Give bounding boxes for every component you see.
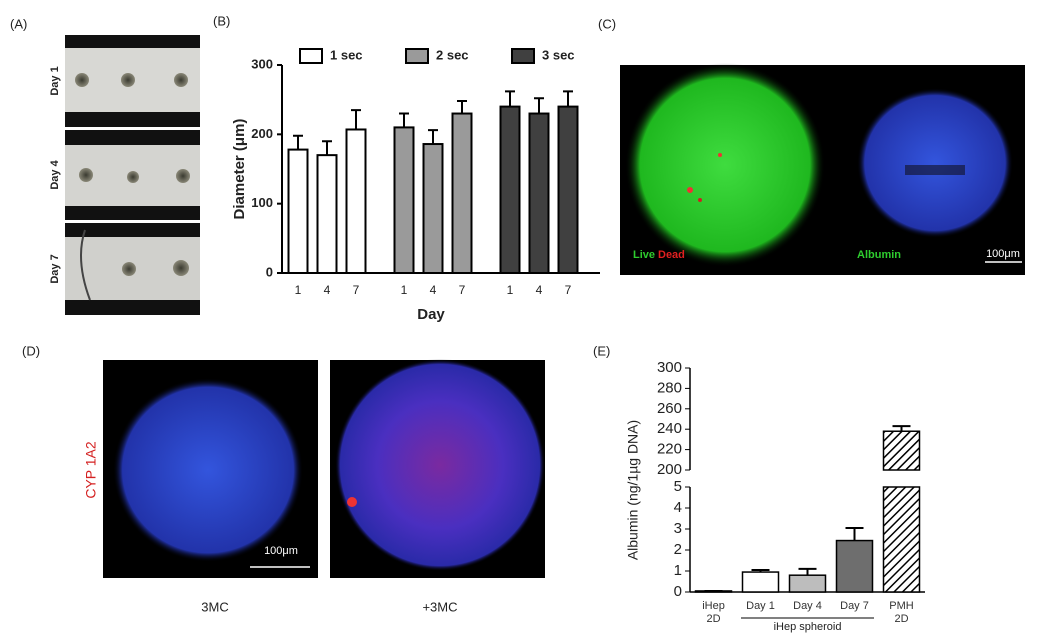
bar: [499, 105, 521, 274]
x-tick-label: 4: [430, 283, 437, 297]
error-bar: [428, 129, 438, 145]
scale-bar-label: 100μm: [986, 248, 1020, 260]
legend-label: 2 sec: [436, 47, 469, 62]
y-axis-label: Diameter (μm): [231, 119, 248, 220]
error-bar: [457, 100, 467, 114]
bar: [451, 112, 473, 274]
bar: [557, 105, 579, 274]
bar: [741, 571, 780, 593]
bar: [835, 539, 874, 593]
x-tick-label: Day 4: [793, 600, 822, 612]
bar: [422, 143, 444, 274]
image-label: Day 7: [49, 254, 61, 283]
legend-swatch: [405, 48, 429, 64]
y-tick-label: 200: [251, 126, 273, 141]
bar: [882, 486, 921, 593]
bar-upper: [882, 430, 921, 471]
y-tick-label: 1: [674, 562, 682, 579]
stain-label: Dead: [658, 249, 685, 261]
condition-label: 3MC: [201, 599, 228, 614]
x-tick-label: Day 1: [746, 600, 775, 612]
bar: [393, 126, 415, 275]
error-bar: [798, 567, 817, 576]
x-tick-label: Day 7: [840, 600, 869, 612]
y-axis-label: Albumin (ng/1µg DNA): [625, 420, 641, 560]
error-bar: [322, 140, 332, 156]
stain-label: Live: [633, 249, 655, 261]
scale-bar-label: 100μm: [264, 545, 298, 557]
x-tick-label: 7: [459, 283, 466, 297]
panel-label: (C): [598, 16, 616, 31]
stain-label: Albumin: [857, 249, 901, 261]
x-tick-label: 1: [507, 283, 514, 297]
error-bar: [351, 109, 361, 130]
panel-d-images: [103, 359, 545, 578]
error-bar: [845, 526, 864, 541]
bar: [345, 128, 367, 274]
panel-label: (B): [213, 13, 230, 28]
error-bar: [534, 97, 544, 114]
x-tick-label: 4: [536, 283, 543, 297]
bar: [287, 148, 309, 274]
y-tick-label: 260: [657, 400, 682, 417]
x-tick-label: 4: [324, 283, 331, 297]
x-tick-label: 7: [353, 283, 360, 297]
x-tick-label: iHep 2D: [702, 600, 725, 625]
group-label: iHep spheroid: [774, 621, 842, 633]
panel-c-image: [620, 63, 1025, 275]
panel-label: (E): [593, 343, 610, 358]
x-tick-label: 7: [565, 283, 572, 297]
legend-label: 1 sec: [330, 47, 363, 62]
bar: [316, 154, 338, 274]
legend-swatch: [299, 48, 323, 64]
y-tick-label: 100: [251, 195, 273, 210]
y-tick-label: 0: [266, 264, 273, 279]
error-bar: [505, 90, 515, 107]
y-tick-label: 200: [657, 461, 682, 478]
x-axis-label: Day: [417, 306, 445, 323]
error-bar: [751, 568, 770, 573]
legend-label: 3 sec: [542, 47, 575, 62]
y-tick-label: 220: [657, 441, 682, 458]
panel-label: (D): [22, 343, 40, 358]
condition-label: +3MC: [422, 599, 457, 614]
y-tick-label: 240: [657, 420, 682, 437]
y-tick-label: 300: [251, 56, 273, 71]
x-tick-label: PMH 2D: [889, 600, 914, 625]
y-tick-label: 280: [657, 379, 682, 396]
panel-label: (A): [10, 16, 27, 31]
y-tick-label: 4: [674, 499, 682, 516]
bar: [788, 574, 827, 593]
y-tick-label: 5: [674, 478, 682, 495]
error-bar: [892, 425, 911, 432]
legend-swatch: [511, 48, 535, 64]
panel-a-images: [65, 35, 200, 315]
error-bar: [399, 112, 409, 128]
x-tick-label: 1: [295, 283, 302, 297]
error-bar: [293, 134, 303, 150]
y-tick-label: 2: [674, 541, 682, 558]
image-label: Day 4: [49, 159, 61, 189]
y-tick-label: 300: [657, 359, 682, 376]
y-tick-label: 0: [674, 583, 682, 600]
x-tick-label: 1: [401, 283, 408, 297]
y-tick-label: 3: [674, 520, 682, 537]
bar: [528, 112, 550, 274]
image-label: Day 1: [49, 66, 61, 95]
stain-label: CYP 1A2: [83, 441, 99, 499]
error-bar: [563, 90, 573, 107]
